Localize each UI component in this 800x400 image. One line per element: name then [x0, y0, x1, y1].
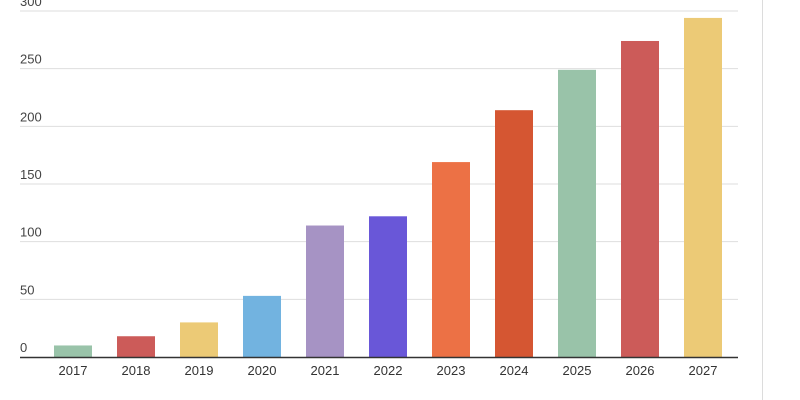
bar-2021: [306, 225, 344, 357]
x-tick-label: 2020: [248, 363, 277, 378]
bar-2019: [180, 322, 218, 357]
y-tick-label: 200: [20, 109, 42, 124]
bar-2024: [495, 110, 533, 357]
y-tick-label: 50: [20, 282, 34, 297]
bar-2025: [558, 69, 596, 357]
x-tick-label: 2018: [122, 363, 151, 378]
x-tick-label: 2026: [626, 363, 655, 378]
x-tick-label: 2023: [437, 363, 466, 378]
right-border: [762, 0, 763, 400]
x-tick-label: 2025: [563, 363, 592, 378]
bar-2020: [243, 295, 281, 357]
y-tick-label: 250: [20, 52, 42, 67]
x-tick-label: 2017: [59, 363, 88, 378]
x-tick-label: 2019: [185, 363, 214, 378]
y-tick-label: 100: [20, 225, 42, 240]
x-tick-label: 2027: [689, 363, 718, 378]
y-tick-label: 300: [20, 0, 42, 9]
x-axis-ticks: 2017 2018 2019 2020 2021 2022 2023 2024 2025 2026…: [59, 363, 718, 378]
y-axis-ticks: 0 50 100 150 200 250 300: [20, 0, 42, 355]
x-tick-label: 2024: [500, 363, 529, 378]
bar-2023: [432, 162, 470, 357]
bar-2027: [684, 17, 722, 357]
bar-2018: [117, 336, 155, 357]
y-tick-label: 150: [20, 167, 42, 182]
y-tick-label: 0: [20, 340, 27, 355]
x-tick-label: 2021: [311, 363, 340, 378]
bar-2022: [369, 216, 407, 357]
x-tick-label: 2022: [374, 363, 403, 378]
bar-2026: [621, 40, 659, 358]
bar-2017: [54, 345, 92, 357]
gridlines: [20, 10, 738, 300]
bars: [54, 17, 722, 358]
